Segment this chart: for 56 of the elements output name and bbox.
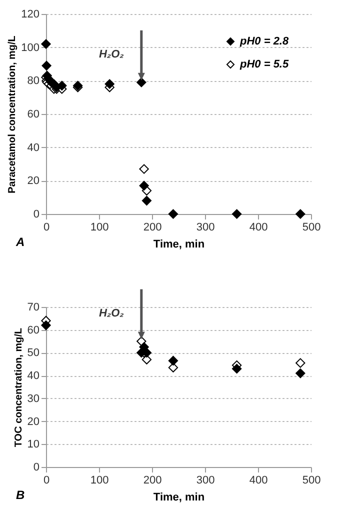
point — [139, 164, 149, 174]
point — [42, 60, 52, 70]
point — [168, 362, 178, 372]
x-tick-label: 500 — [302, 474, 321, 486]
y-tick-label: 70 — [27, 302, 40, 314]
point — [142, 354, 152, 364]
y-tick-label: 40 — [27, 370, 40, 382]
text: B — [16, 488, 25, 502]
x-axis-title: Time, min — [153, 238, 205, 250]
text: A — [15, 235, 25, 249]
point — [139, 342, 149, 352]
y-tick-label: 60 — [27, 324, 40, 336]
legend-label: pH0 = 5.5 — [239, 58, 290, 70]
point — [41, 320, 51, 330]
x-tick-label: 300 — [196, 474, 215, 486]
y-tick-label: 100 — [21, 42, 40, 54]
annotation: H₂O₂ — [98, 307, 124, 320]
y-tick-label: 10 — [27, 438, 40, 451]
point — [232, 209, 242, 219]
point — [168, 209, 178, 219]
x-tick-label: 400 — [249, 474, 268, 486]
point — [296, 209, 306, 219]
point — [232, 364, 242, 374]
x-tick-label: 0 — [43, 222, 50, 234]
y-tick-label: 80 — [27, 75, 40, 88]
y-tick-label: 20 — [27, 416, 40, 428]
y-tick-label: 120 — [21, 8, 40, 20]
y-tick-label: 20 — [27, 175, 40, 188]
y-tick-label: 60 — [27, 108, 40, 120]
point — [142, 196, 152, 206]
x-tick-label: 300 — [196, 222, 215, 234]
y-tick-label: 0 — [33, 208, 40, 220]
point — [136, 78, 146, 88]
y-axis-title: Paracetamol concentration, mg/L — [7, 36, 18, 194]
annotation: H₂O₂ — [98, 48, 124, 60]
point — [139, 180, 149, 190]
y-axis-title: TOC concentration, mg/L — [13, 328, 24, 448]
x-axis-title: Time, min — [153, 492, 205, 504]
point — [296, 358, 306, 368]
point — [104, 79, 114, 89]
x-tick-label: 0 — [43, 474, 50, 486]
legend-label: pH0 = 2.8 — [239, 36, 290, 48]
y-tick-label: 40 — [27, 142, 40, 154]
y-tick-label: 50 — [27, 347, 40, 360]
point — [296, 368, 306, 378]
x-tick-label: 200 — [143, 474, 162, 486]
point — [168, 356, 178, 366]
y-tick-label: 0 — [33, 462, 40, 474]
x-tick-label: 200 — [143, 222, 162, 234]
x-tick-label: 100 — [90, 474, 109, 486]
x-tick-label: 100 — [90, 222, 109, 234]
y-tick-label: 30 — [27, 392, 40, 405]
point — [41, 39, 51, 49]
x-tick-label: 500 — [302, 222, 321, 234]
x-tick-label: 400 — [249, 222, 268, 234]
point — [57, 80, 67, 90]
